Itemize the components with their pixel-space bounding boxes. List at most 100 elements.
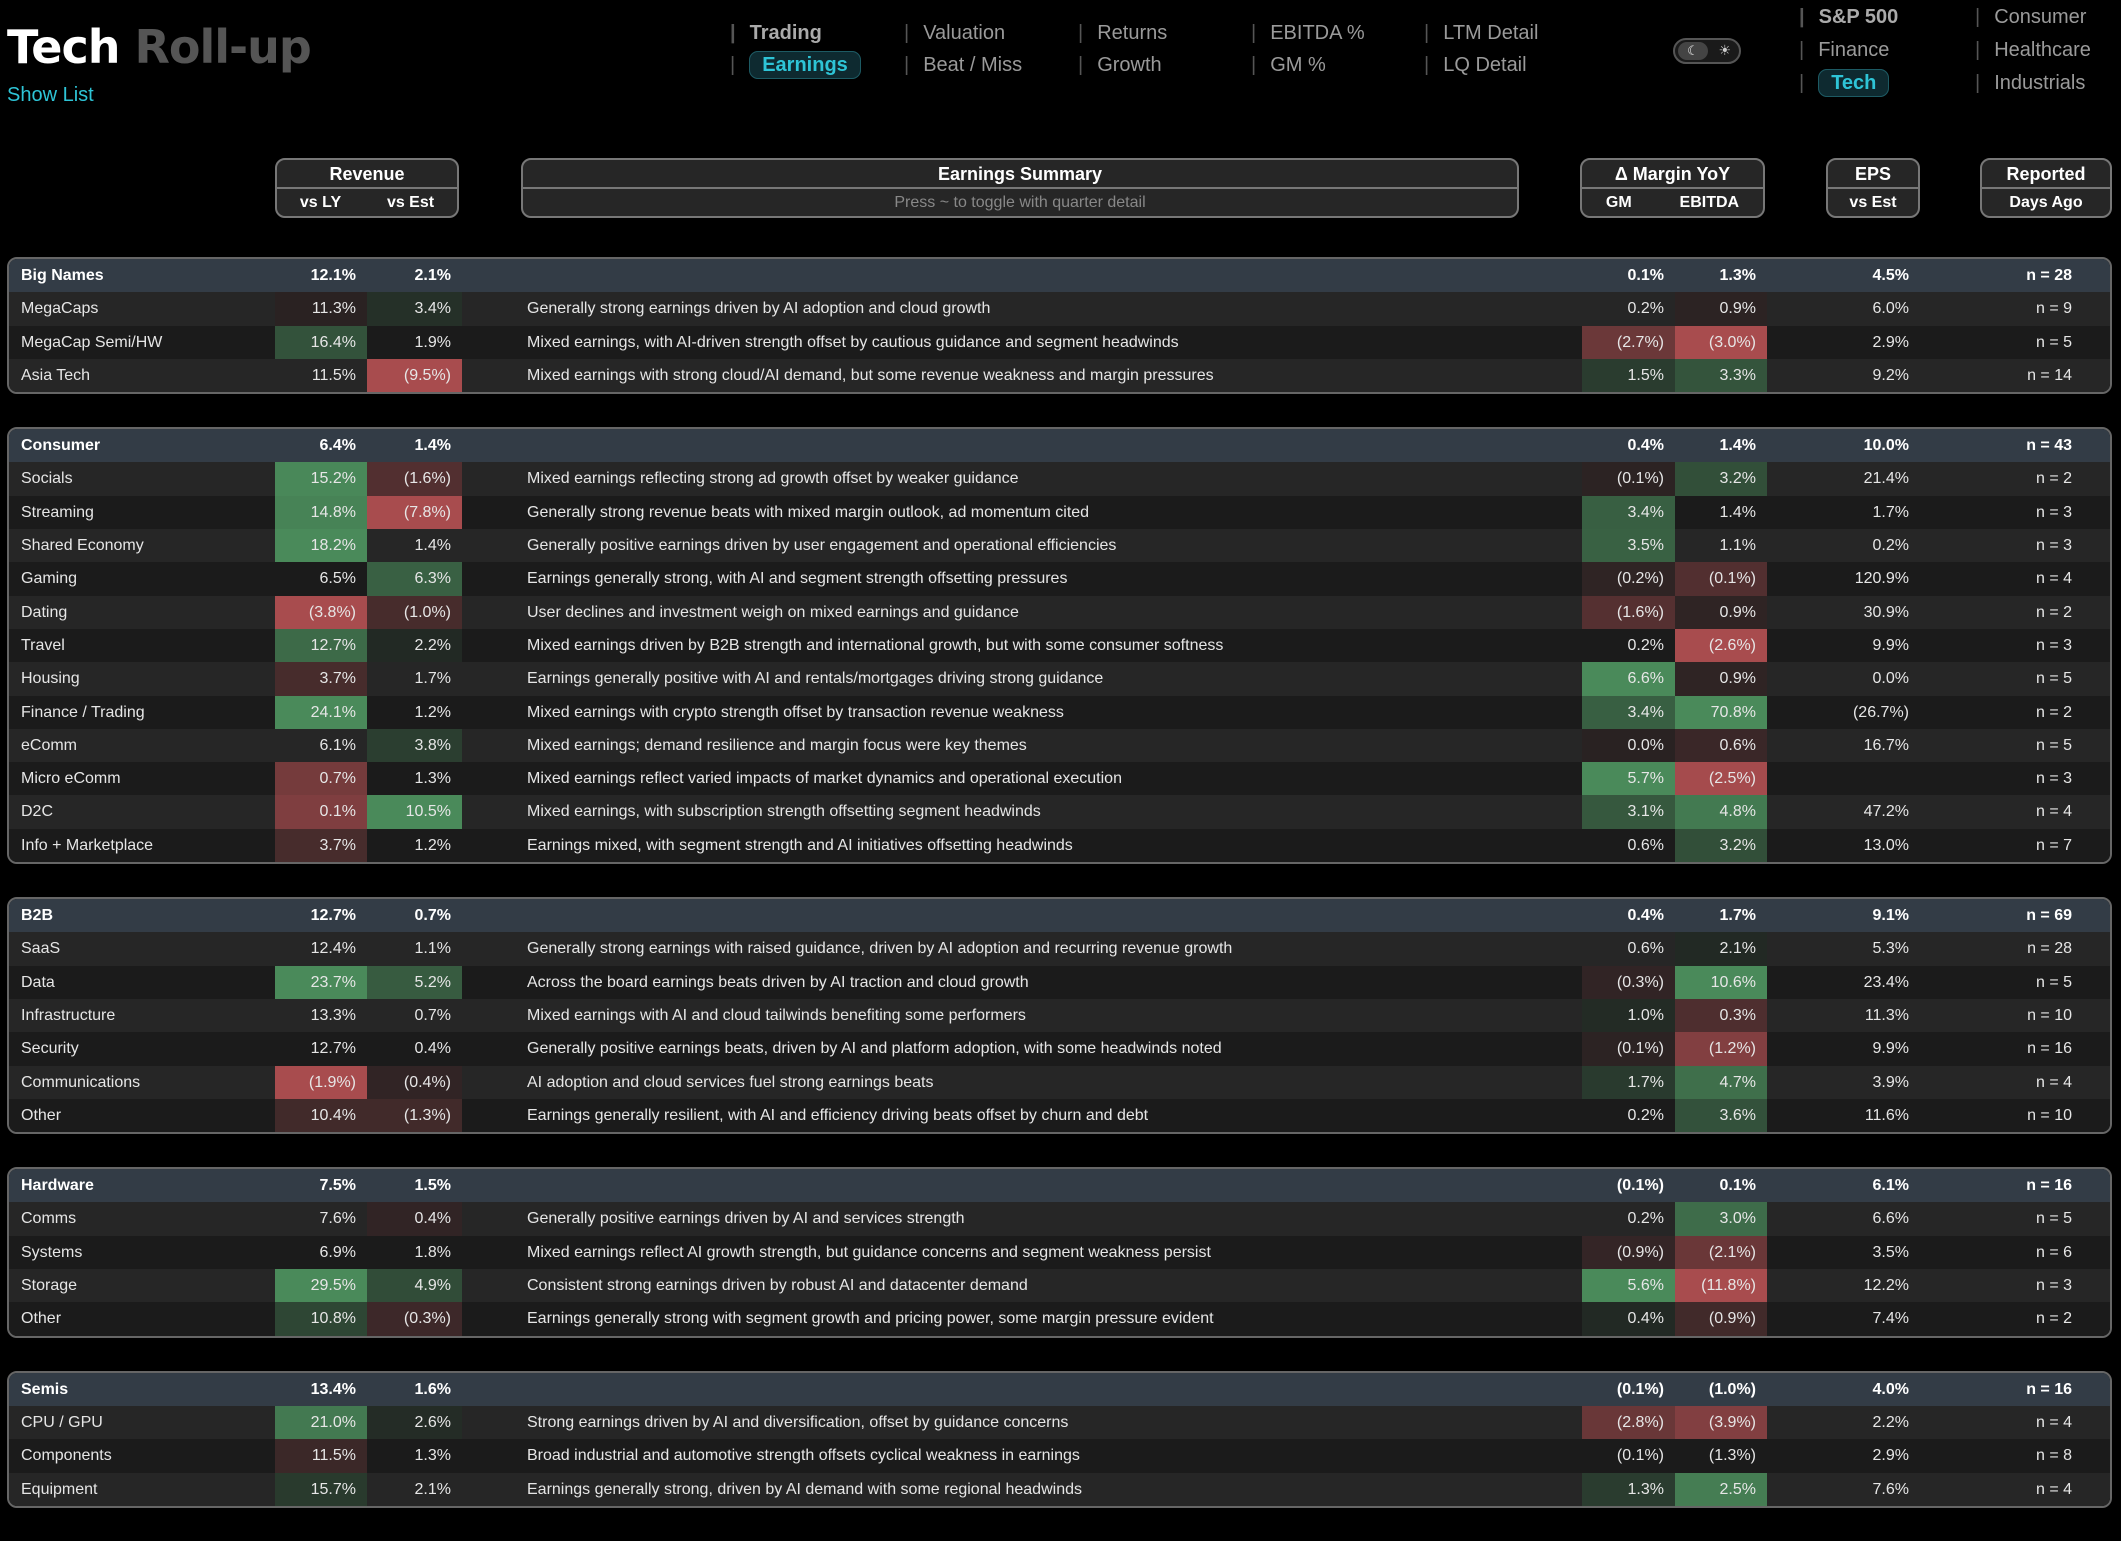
table-row[interactable]: Data 23.7% 5.2% Across the board earning… <box>9 965 2110 999</box>
vs-ly-cell: 14.8% <box>275 495 367 530</box>
vs-ly-cell: 13.3% <box>310 1006 356 1024</box>
table-row[interactable]: Finance / Trading 24.1% 1.2% Mixed earni… <box>9 695 2110 729</box>
summary-cell: Mixed earnings reflect AI growth strengt… <box>527 1243 1211 1261</box>
table-row[interactable]: MegaCaps 11.3% 3.4% Generally strong ear… <box>9 292 2110 326</box>
nav-tab[interactable]: | LQ Detail <box>1424 54 1527 76</box>
vs-est-cell: 1.2% <box>414 836 451 854</box>
gm-cell: 6.6% <box>1582 662 1675 696</box>
vs-est-cell: 0.7% <box>414 907 451 925</box>
group-header-row[interactable]: Big Names 12.1% 2.1% 0.1% 1.3% 4.5% n = … <box>9 259 2110 293</box>
table-row[interactable]: Gaming 6.5% 6.3% Earnings generally stro… <box>9 562 2110 596</box>
table-row[interactable]: Streaming 14.8% (7.8%) Generally strong … <box>9 495 2110 530</box>
table-row[interactable]: Housing 3.7% 1.7% Earnings generally pos… <box>9 662 2110 696</box>
gm-cell: 1.0% <box>1582 998 1675 1033</box>
table-row[interactable]: Components 11.5% 1.3% Broad industrial a… <box>9 1439 2110 1473</box>
count-cell: n = 5 <box>2035 973 2072 991</box>
vs-ly-cell: 15.2% <box>275 462 367 496</box>
group-header-row[interactable]: Consumer 6.4% 1.4% 0.4% 1.4% 10.0% n = 4… <box>9 429 2110 463</box>
table-row[interactable]: Comms 7.6% 0.4% Generally positive earni… <box>9 1202 2110 1236</box>
table-row[interactable]: SaaS 12.4% 1.1% Generally strong earning… <box>9 932 2110 966</box>
table-row[interactable]: Security 12.7% 0.4% Generally positive e… <box>9 1032 2110 1066</box>
nav-tab[interactable]: | LTM Detail <box>1424 22 1539 44</box>
table-row[interactable]: Info + Marketplace 3.7% 1.2% Earnings mi… <box>9 828 2110 863</box>
table-row[interactable]: Dating (3.8%) (1.0%) User declines and i… <box>9 595 2110 629</box>
vs-est-cell: 3.4% <box>367 292 462 326</box>
table-row[interactable]: Communications (1.9%) (0.4%) AI adoption… <box>9 1065 2110 1099</box>
group-header-row[interactable]: Semis 13.4% 1.6% (0.1%) (1.0%) 4.0% n = … <box>9 1372 2110 1406</box>
universe-tab[interactable]: | Industrials <box>1975 72 2086 94</box>
gm-cell: (2.7%) <box>1582 325 1675 359</box>
vs-ly-header[interactable]: vs LY <box>299 194 342 211</box>
vs-est-cell: (1.0%) <box>367 595 462 629</box>
nav-tab[interactable]: | Growth <box>1078 54 1162 76</box>
nav-tab[interactable]: | Valuation <box>904 22 1006 44</box>
ebitda-cell: 2.1% <box>1675 932 1767 966</box>
eps-cell: 3.9% <box>1872 1073 1909 1091</box>
vs-est-header[interactable]: vs Est <box>386 194 435 211</box>
table-row[interactable]: Asia Tech 11.5% (9.5%) Mixed earnings wi… <box>9 358 2110 393</box>
table-row[interactable]: Other 10.4% (1.3%) Earnings generally re… <box>9 1098 2110 1133</box>
nav-tab[interactable]: | Earnings <box>730 51 861 79</box>
vs-est-cell: 1.8% <box>414 1243 451 1261</box>
count-cell: n = 2 <box>2035 603 2072 621</box>
vs-ly-cell: 6.1% <box>319 736 356 754</box>
ebitda-header[interactable]: EBITDA <box>1679 194 1740 211</box>
segment-name: Equipment <box>21 1480 98 1498</box>
gm-header[interactable]: GM <box>1605 194 1632 211</box>
table-row[interactable]: Micro eComm 0.7% 1.3% Mixed earnings ref… <box>9 762 2110 796</box>
universe-tab[interactable]: | Finance <box>1799 39 1890 61</box>
table-row[interactable]: eComm 6.1% 3.8% Mixed earnings; demand r… <box>9 728 2110 763</box>
table-row[interactable]: Equipment 15.7% 2.1% Earnings generally … <box>9 1472 2110 1506</box>
vs-est-cell: (9.5%) <box>367 358 462 393</box>
rollup-table: Big Names 12.1% 2.1% 0.1% 1.3% 4.5% n = … <box>7 257 2112 1541</box>
count-cell: n = 28 <box>2026 267 2072 284</box>
table-row[interactable]: MegaCap Semi/HW 16.4% 1.9% Mixed earning… <box>9 325 2110 359</box>
group-name: Semis <box>21 1380 69 1398</box>
ebitda-cell: (3.0%) <box>1675 325 1767 359</box>
ebitda-cell: (0.1%) <box>1675 562 1767 596</box>
table-row[interactable]: Other 10.8% (0.3%) Earnings generally st… <box>9 1302 2110 1336</box>
gm-cell: 0.6% <box>1627 940 1664 958</box>
table-row[interactable]: D2C 0.1% 10.5% Mixed earnings, with subs… <box>9 795 2110 829</box>
eps-cell: (26.7%) <box>1852 703 1909 721</box>
ebitda-cell: 0.9% <box>1675 595 1767 629</box>
table-row[interactable]: Socials 15.2% (1.6%) Mixed earnings refl… <box>9 462 2110 496</box>
universe-tab[interactable]: | Consumer <box>1975 6 2087 28</box>
group-header-row[interactable]: B2B 12.7% 0.7% 0.4% 1.7% 9.1% n = 69 <box>9 899 2110 933</box>
table-row[interactable]: Systems 6.9% 1.8% Mixed earnings reflect… <box>9 1235 2110 1270</box>
eps-vs-est-header[interactable]: vs Est <box>1849 194 1897 211</box>
segment-name: Travel <box>21 636 65 654</box>
ebitda-cell: (2.5%) <box>1675 762 1767 796</box>
theme-toggle[interactable]: ☾ ☀ <box>1673 38 1741 64</box>
universe-tab[interactable]: | Tech <box>1799 69 1890 97</box>
table-row[interactable]: Shared Economy 18.2% 1.4% Generally posi… <box>9 529 2110 563</box>
nav-tab[interactable]: | GM % <box>1251 54 1326 76</box>
table-row[interactable]: Infrastructure 13.3% 0.7% Mixed earnings… <box>9 998 2110 1033</box>
group-big-names: Big Names 12.1% 2.1% 0.1% 1.3% 4.5% n = … <box>7 257 2112 395</box>
universe-tab[interactable]: | Healthcare <box>1975 39 2091 61</box>
vs-est-cell: (1.3%) <box>367 1098 462 1133</box>
table-row[interactable]: Travel 12.7% 2.2% Mixed earnings driven … <box>9 628 2110 663</box>
segment-name: Dating <box>21 603 68 621</box>
nav-tab[interactable]: | Returns <box>1078 22 1168 44</box>
gm-cell: 3.5% <box>1582 529 1675 563</box>
nav-tab[interactable]: | Trading <box>730 22 822 44</box>
vs-ly-cell: 12.7% <box>275 628 367 663</box>
gm-cell: (0.9%) <box>1582 1235 1675 1270</box>
table-row[interactable]: CPU / GPU 21.0% 2.6% Strong earnings dri… <box>9 1405 2110 1440</box>
show-list-link[interactable]: Show List <box>7 84 94 106</box>
summary-cell: Mixed earnings driven by B2B strength an… <box>527 636 1224 654</box>
table-row[interactable]: Storage 29.5% 4.9% Consistent strong ear… <box>9 1269 2110 1303</box>
count-cell: n = 14 <box>2027 366 2072 384</box>
nav-tab[interactable]: | EBITDA % <box>1251 22 1365 44</box>
eps-cell <box>1767 762 1922 795</box>
nav-tab[interactable]: | Beat / Miss <box>904 54 1023 76</box>
days-ago-header[interactable]: Days Ago <box>2009 194 2083 211</box>
count-cell: n = 69 <box>2026 907 2072 925</box>
ebitda-cell: 1.4% <box>1719 503 1756 521</box>
group-header-row[interactable]: Hardware 7.5% 1.5% (0.1%) 0.1% 6.1% n = … <box>9 1169 2110 1203</box>
summary-cell: Mixed earnings; demand resilience and ma… <box>527 736 1027 754</box>
universe-tab[interactable]: | S&P 500 <box>1799 6 1899 28</box>
count-cell: n = 16 <box>2026 1380 2072 1398</box>
segment-name: Other <box>21 1310 62 1328</box>
